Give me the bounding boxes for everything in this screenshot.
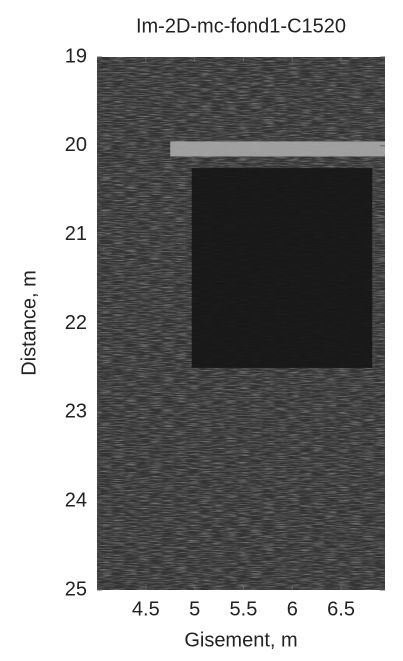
x-tick-label: 6.5: [327, 598, 355, 620]
y-axis-label: Distance, m: [18, 270, 40, 376]
x-tick-label: 5: [189, 598, 200, 620]
x-axis-label: Gisement, m: [184, 629, 297, 651]
y-tick-label: 22: [65, 312, 87, 334]
y-tick-label: 20: [65, 134, 87, 156]
x-tick-label: 4.5: [132, 598, 160, 620]
region: [191, 168, 373, 368]
plot-area: [97, 57, 385, 590]
chart-title: Im-2D-mc-fond1-C1520: [136, 15, 346, 37]
y-tick-label: 19: [65, 45, 87, 67]
x-tick-label: 6: [287, 598, 298, 620]
y-tick-label: 24: [65, 489, 87, 511]
y-tick-label: 21: [65, 223, 87, 245]
region: [170, 141, 385, 157]
x-tick-label: 5.5: [230, 598, 258, 620]
y-tick-label: 25: [65, 578, 87, 600]
y-tick-label: 23: [65, 401, 87, 423]
